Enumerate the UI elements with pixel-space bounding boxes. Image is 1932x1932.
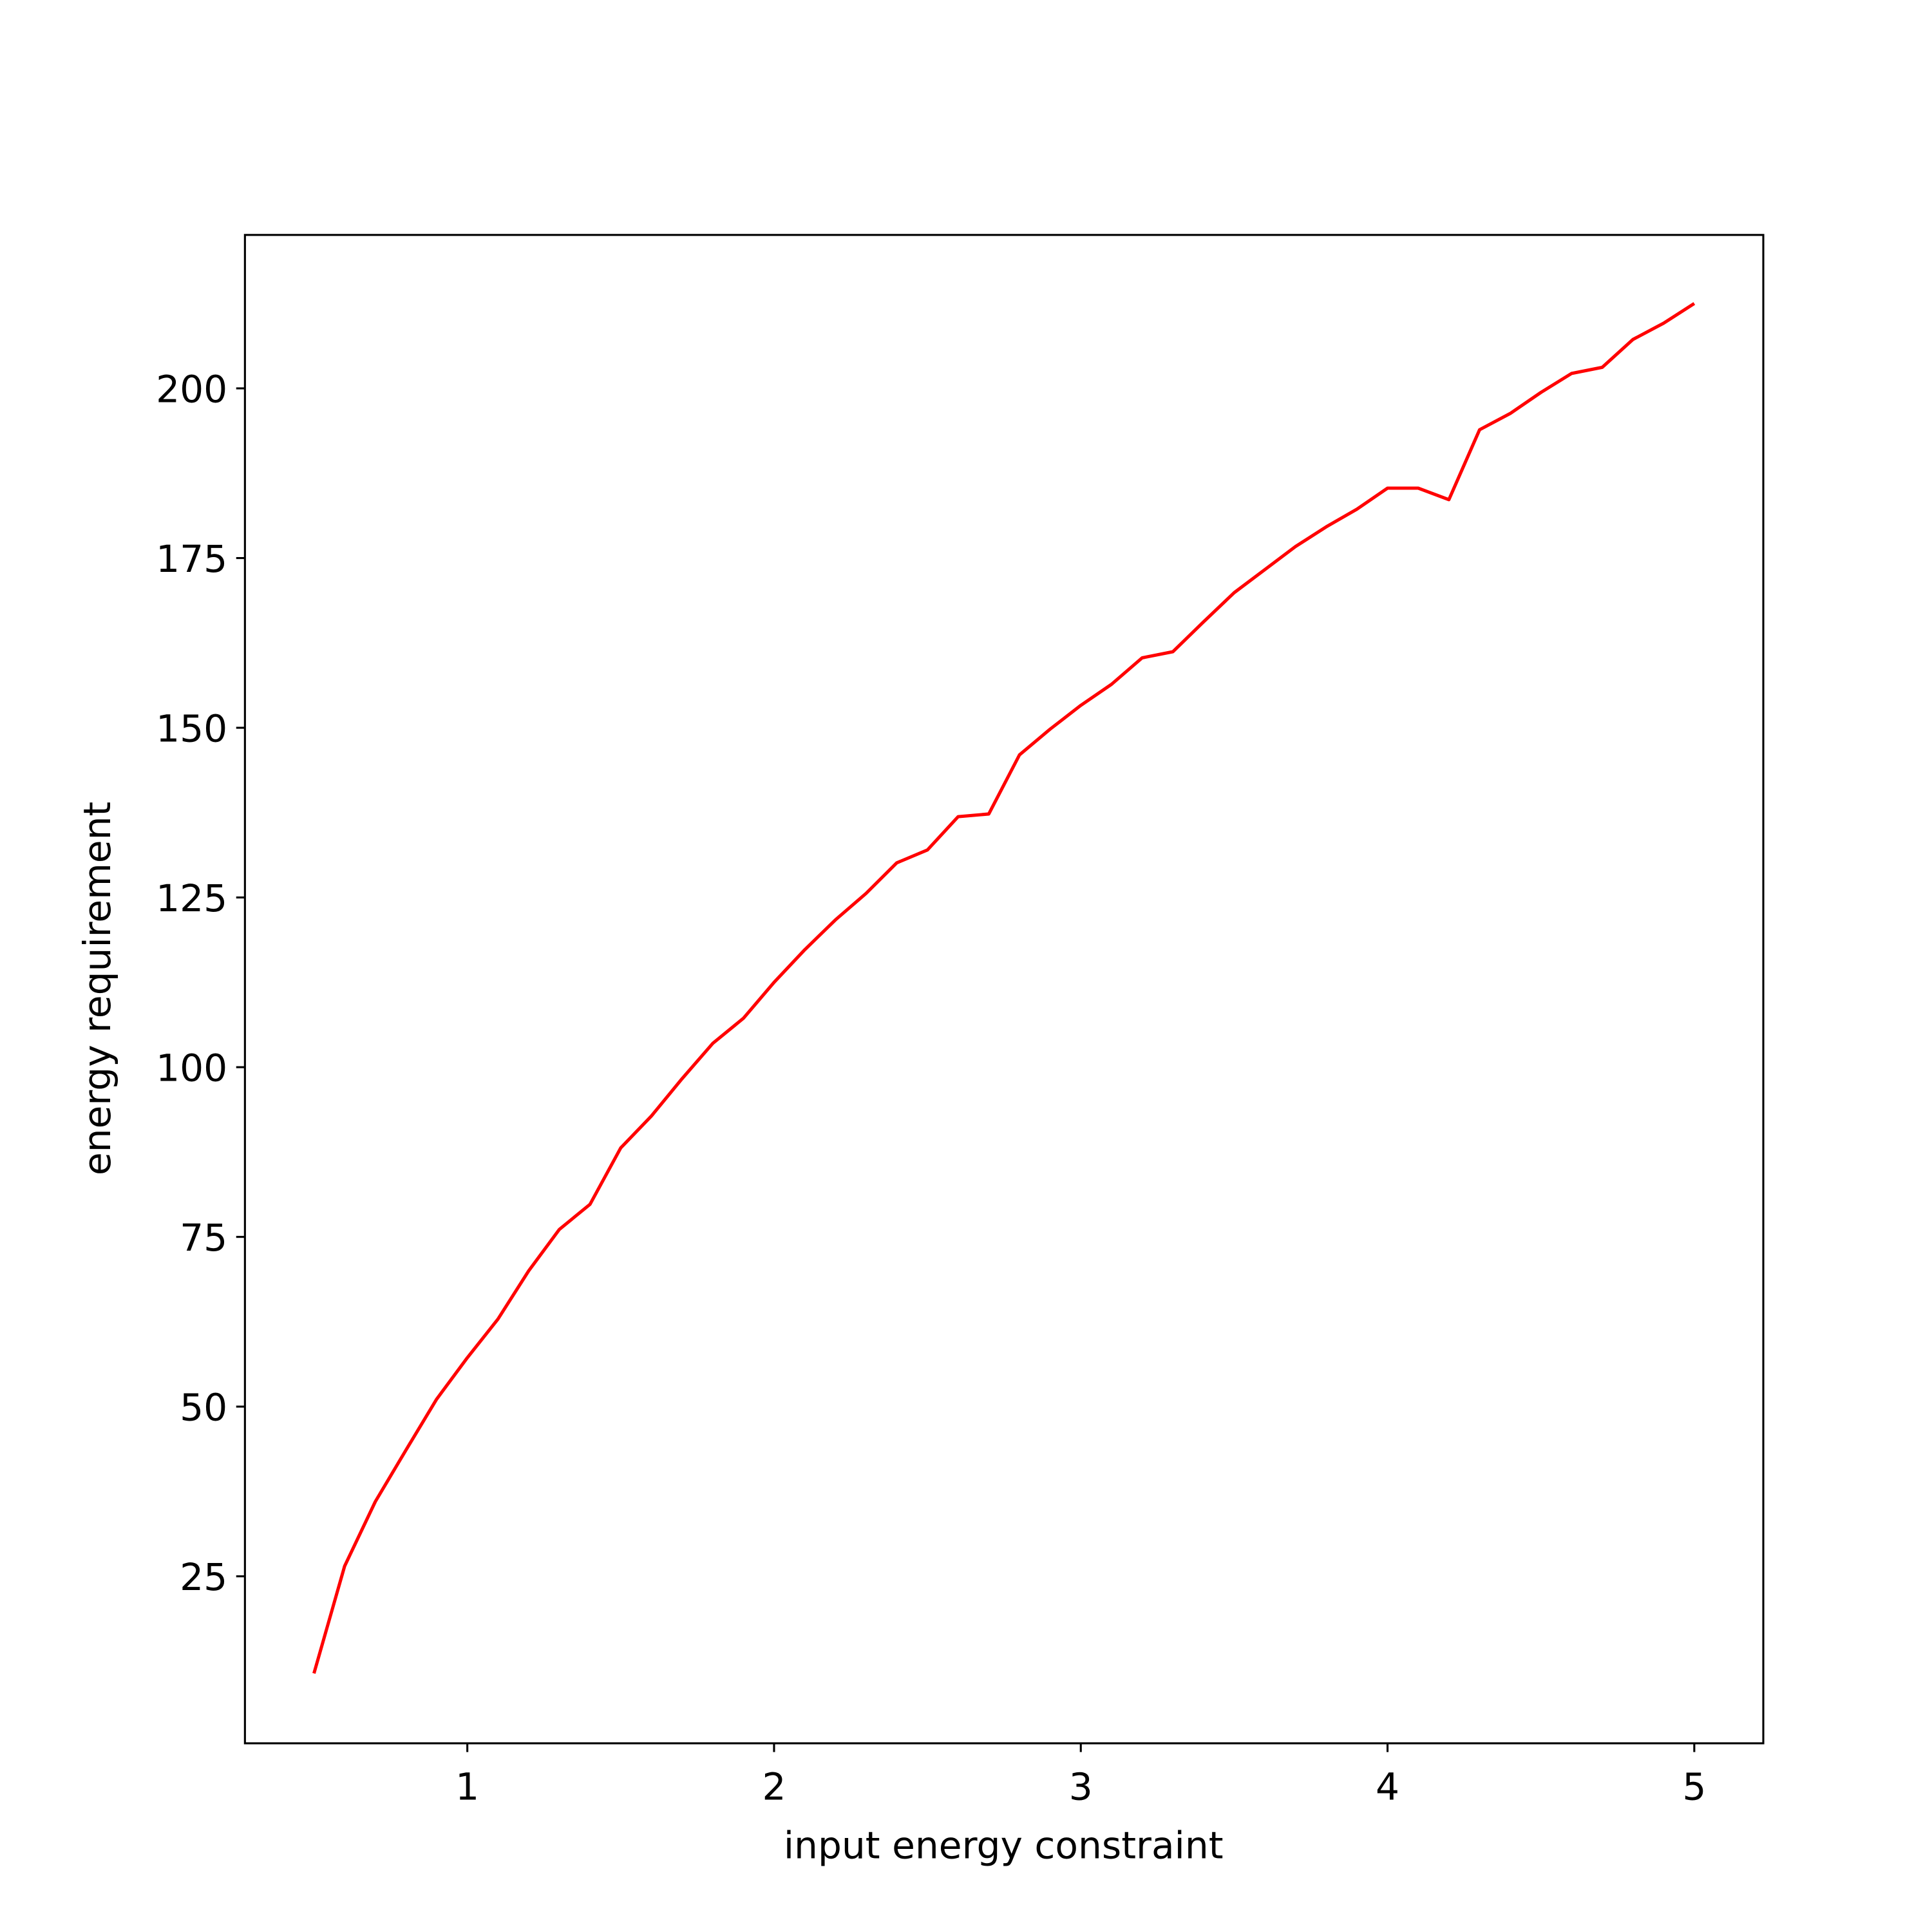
y-tick-label: 100 <box>156 1046 227 1090</box>
x-tick-label: 3 <box>1069 1765 1093 1808</box>
data-line <box>312 302 1696 1674</box>
y-tick-label: 200 <box>156 367 227 411</box>
y-tick-label: 50 <box>180 1386 227 1430</box>
x-tick-label: 2 <box>762 1765 786 1808</box>
y-axis-label: energy requirement <box>75 802 119 1175</box>
x-tick-label: 4 <box>1376 1765 1399 1808</box>
y-tick-label: 75 <box>180 1216 227 1260</box>
x-tick-label: 5 <box>1682 1765 1706 1808</box>
y-tick-label: 125 <box>156 876 227 920</box>
plot-frame <box>243 234 1765 1745</box>
y-tick-label: 150 <box>156 706 227 750</box>
y-tick-label: 25 <box>180 1555 227 1599</box>
x-tick-label: 1 <box>455 1765 479 1808</box>
y-tick-label: 175 <box>156 537 227 581</box>
x-axis-label: input energy constraint <box>784 1824 1224 1868</box>
